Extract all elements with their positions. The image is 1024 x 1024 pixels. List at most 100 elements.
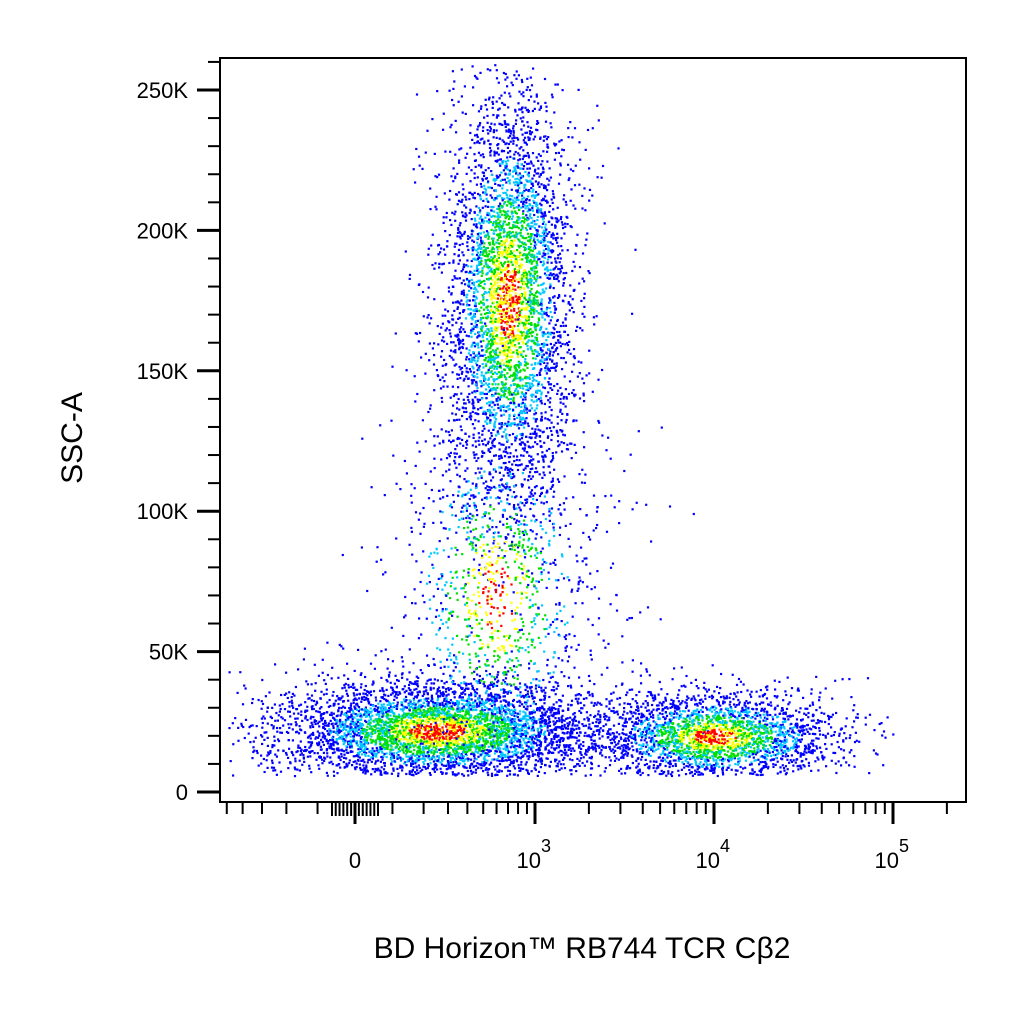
event-dot (511, 269, 514, 272)
event-dot (503, 268, 507, 271)
event-dot (528, 89, 532, 92)
event-dot (494, 276, 497, 279)
event-dot (489, 320, 492, 323)
event-dot (508, 317, 511, 320)
event-dot (493, 539, 496, 542)
event-dot (500, 240, 503, 243)
event-dot (513, 378, 516, 382)
event-dot (527, 162, 530, 165)
event-dot (529, 507, 532, 511)
event-dot (548, 405, 551, 409)
event-dot (558, 272, 561, 275)
event-dot (506, 387, 509, 391)
event-dot (510, 212, 513, 215)
event-dot (529, 290, 532, 293)
event-dot (523, 136, 527, 139)
event-dot (465, 358, 468, 361)
event-dot (483, 502, 486, 506)
event-dot (458, 301, 461, 304)
event-dot (505, 213, 508, 216)
event-dot (419, 726, 422, 730)
event-dot (478, 279, 481, 282)
event-dot (464, 469, 467, 472)
event-dot (499, 294, 503, 297)
event-dot (485, 363, 488, 366)
event-dot (486, 315, 490, 318)
event-dot (548, 297, 551, 300)
event-dot (488, 218, 491, 221)
event-dot (392, 756, 396, 760)
event-dot (473, 74, 477, 78)
event-dot (492, 372, 495, 375)
event-dot (486, 264, 489, 267)
event-dot (540, 391, 543, 394)
event-dot (487, 449, 490, 452)
event-dot (447, 286, 450, 289)
event-dot (555, 261, 558, 264)
event-dot (505, 257, 508, 260)
event-dot (562, 278, 565, 281)
event-dot (479, 138, 482, 141)
event-dot (468, 368, 471, 371)
event-dot (482, 302, 485, 305)
event-dot (427, 747, 430, 750)
event-dot (441, 364, 444, 367)
event-dot (494, 197, 497, 200)
event-dot (481, 391, 484, 394)
event-dot (487, 180, 490, 183)
event-dot (541, 316, 544, 319)
event-dot (424, 710, 427, 713)
event-dot (490, 350, 493, 353)
event-dot (549, 460, 553, 463)
event-dot (480, 467, 483, 470)
event-dot (554, 237, 557, 240)
event-dot (451, 371, 454, 374)
event-dot (501, 342, 504, 345)
event-dot (455, 401, 459, 404)
event-dot (482, 298, 485, 301)
event-dot (542, 456, 545, 459)
event-dot (359, 713, 362, 717)
event-dot (514, 108, 517, 111)
event-dot (559, 341, 562, 344)
event-dot (511, 540, 514, 543)
event-dot (502, 405, 505, 408)
event-dot (518, 322, 521, 325)
event-dot (464, 459, 467, 462)
event-dot (279, 707, 282, 711)
event-dot (494, 293, 498, 296)
event-dot (586, 128, 590, 132)
event-dot (525, 188, 528, 191)
event-dot (590, 755, 593, 758)
event-dot (536, 774, 539, 777)
event-dot (547, 255, 550, 258)
event-dot (558, 443, 561, 446)
event-dot (415, 147, 418, 151)
event-dot (566, 223, 569, 226)
event-dot (541, 313, 544, 316)
event-dot (525, 417, 528, 420)
event-dot (488, 310, 491, 313)
event-dot (540, 412, 543, 415)
event-dot (512, 221, 515, 224)
event-dot (463, 265, 466, 268)
event-dot (454, 153, 457, 156)
event-dot (572, 393, 576, 396)
event-dot (492, 296, 496, 299)
event-dot (581, 252, 585, 255)
event-dot (516, 216, 519, 219)
event-dot (482, 245, 486, 248)
event-dot (543, 237, 546, 240)
event-dot (502, 250, 505, 253)
event-dot (426, 296, 430, 299)
event-dot (496, 386, 499, 389)
event-dot (499, 362, 502, 365)
event-dot (475, 223, 478, 226)
event-dot (471, 138, 474, 141)
event-dot (452, 719, 455, 722)
event-dot (521, 80, 524, 84)
event-dot (453, 393, 456, 396)
event-dot (491, 246, 494, 249)
event-dot (504, 691, 507, 694)
